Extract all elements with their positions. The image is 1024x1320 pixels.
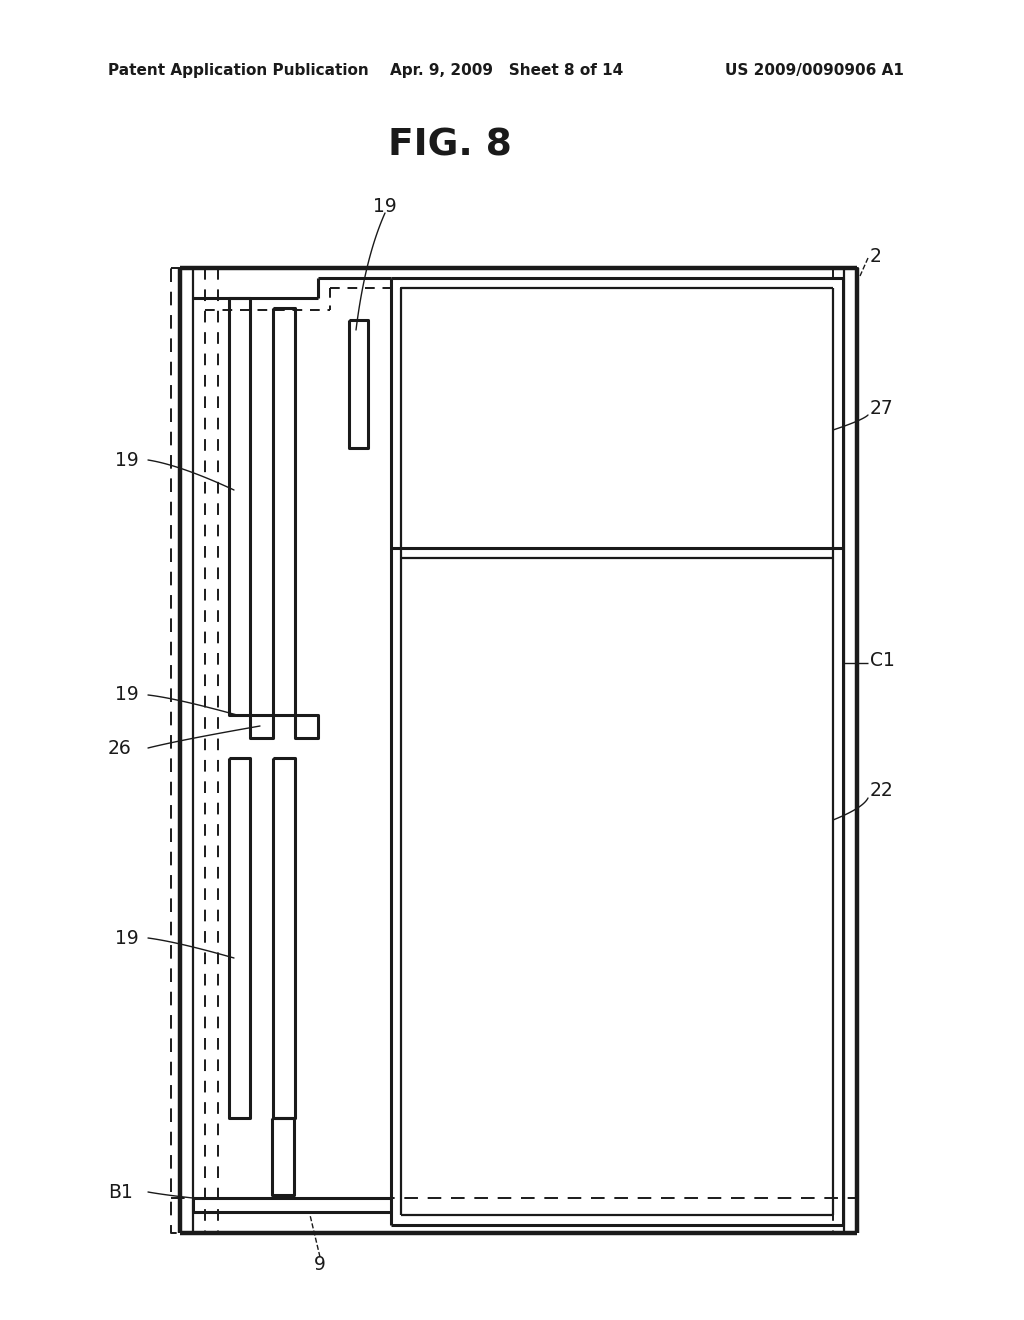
Text: C1: C1 (870, 651, 895, 669)
Text: 2: 2 (870, 247, 882, 265)
Text: 27: 27 (870, 399, 894, 417)
Text: 22: 22 (870, 780, 894, 800)
Text: Patent Application Publication: Patent Application Publication (108, 62, 369, 78)
Text: 19: 19 (115, 685, 138, 705)
Text: 19: 19 (115, 928, 138, 948)
Text: 9: 9 (314, 1255, 326, 1275)
Text: Apr. 9, 2009   Sheet 8 of 14: Apr. 9, 2009 Sheet 8 of 14 (390, 62, 624, 78)
Text: 26: 26 (108, 738, 132, 758)
Text: FIG. 8: FIG. 8 (388, 127, 512, 162)
Text: B1: B1 (108, 1183, 133, 1201)
Text: 19: 19 (115, 450, 138, 470)
Text: US 2009/0090906 A1: US 2009/0090906 A1 (725, 62, 904, 78)
Text: 19: 19 (373, 197, 397, 215)
